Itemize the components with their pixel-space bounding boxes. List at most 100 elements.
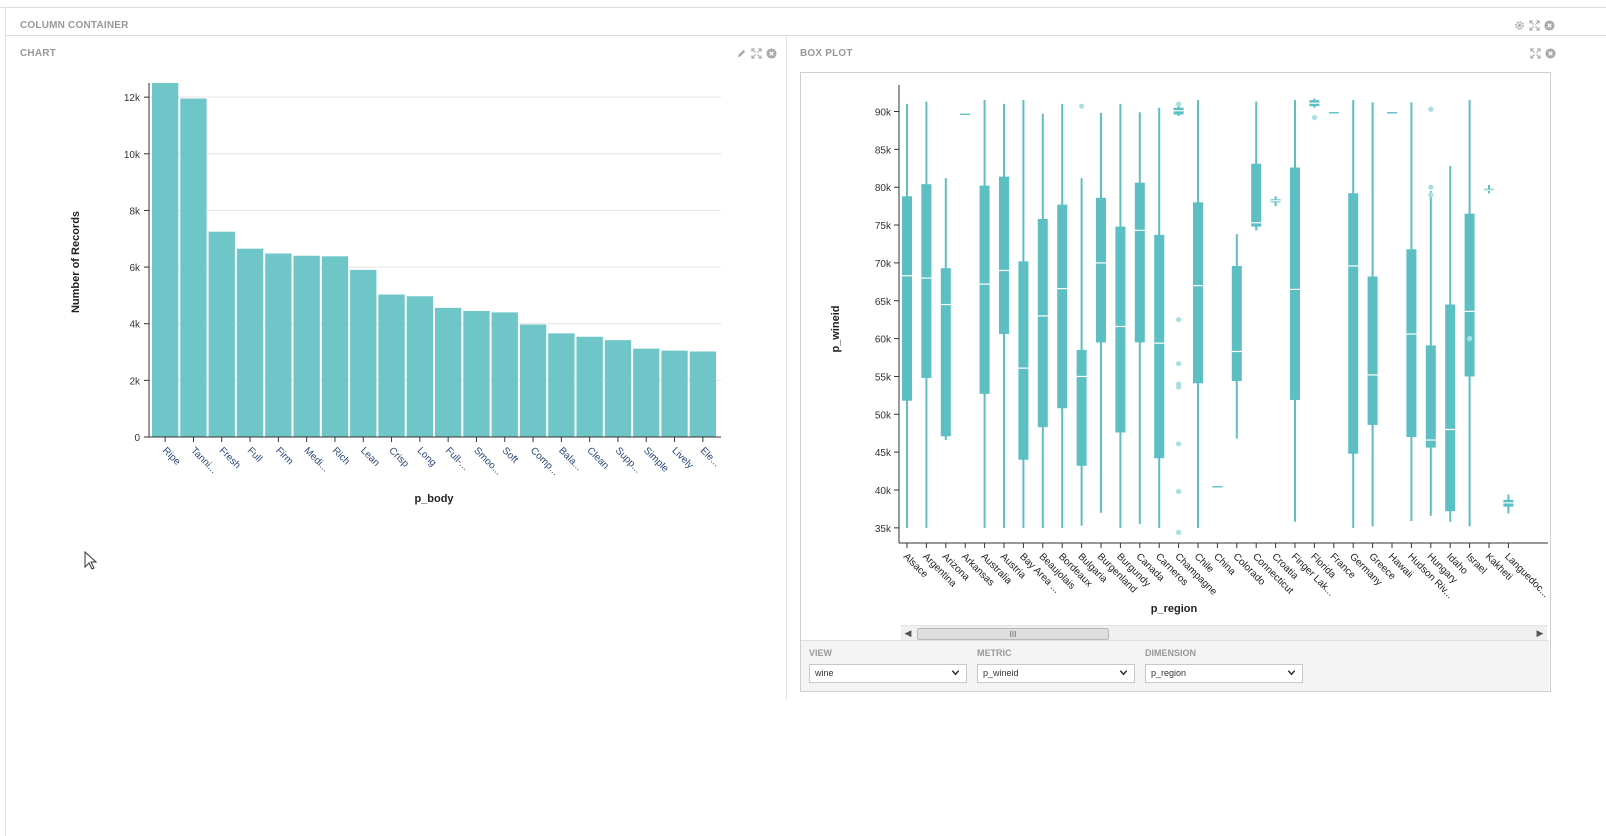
bar[interactable] [604, 340, 632, 437]
bar[interactable] [435, 307, 462, 437]
scroll-right-arrow-icon[interactable]: ▶ [1536, 627, 1544, 638]
box[interactable] [960, 113, 971, 116]
x-tick-label: Soft [500, 445, 521, 466]
bar[interactable] [321, 256, 349, 437]
box[interactable] [1212, 485, 1223, 488]
box[interactable] [1445, 304, 1456, 512]
bar[interactable] [378, 294, 405, 437]
x-tick-label: Lean [358, 445, 382, 469]
box[interactable] [1251, 163, 1262, 227]
outlier-point [1176, 488, 1182, 495]
y-tick-label: 70k [875, 259, 892, 270]
expand-icon[interactable] [1530, 48, 1541, 59]
scrollbar-thumb[interactable]: III [917, 628, 1109, 640]
box[interactable] [1231, 265, 1242, 381]
bar[interactable] [180, 98, 207, 438]
box[interactable] [921, 184, 932, 378]
x-tick-label: Comp... [528, 445, 561, 478]
y-tick-label: 65k [875, 297, 892, 308]
bar[interactable] [406, 296, 433, 437]
bar[interactable] [519, 324, 547, 437]
box[interactable] [1096, 197, 1106, 343]
top-border [0, 7, 1606, 8]
y-tick-label: 6k [129, 263, 141, 274]
box[interactable] [1425, 345, 1436, 448]
panel-divider [786, 36, 787, 700]
bar[interactable] [463, 310, 490, 437]
box[interactable] [1328, 111, 1339, 114]
x-tick-label: Full-... [443, 445, 470, 472]
x-tick-label: Long [415, 445, 439, 469]
y-tick-label: 8k [129, 206, 141, 217]
x-tick-label: Israel [1463, 551, 1488, 576]
x-tick-label: Ripe [160, 445, 183, 468]
y-tick-label: 12k [124, 93, 141, 104]
box[interactable] [1348, 193, 1359, 454]
x-tick-label: Fresh [217, 445, 243, 471]
dimension-select[interactable]: p_region [1145, 664, 1303, 683]
gear-icon[interactable] [1514, 20, 1525, 31]
box[interactable] [979, 185, 990, 394]
bar[interactable] [350, 269, 377, 437]
outlier-point [1176, 360, 1182, 367]
pencil-icon[interactable] [736, 48, 747, 59]
box[interactable] [902, 196, 912, 401]
box[interactable] [1037, 218, 1048, 428]
box[interactable] [940, 268, 951, 437]
bar[interactable] [661, 350, 688, 437]
box-plot-chart: 35k40k45k50k55k60k65k70k75k80k85k90kAlsa… [830, 85, 1548, 615]
y-tick-label: 2k [129, 376, 141, 387]
close-icon[interactable] [1544, 20, 1555, 31]
box[interactable] [1154, 234, 1165, 459]
expand-icon[interactable] [751, 48, 762, 59]
horizontal-scrollbar[interactable]: ◀ III ▶ [901, 625, 1547, 640]
box[interactable] [1464, 213, 1475, 377]
bar[interactable] [236, 248, 264, 437]
chart-panel-title: CHART [20, 48, 56, 59]
view-select[interactable]: wine [809, 664, 967, 683]
boxplot-settings-bar: VIEW wine METRIC p_wineid DIMENSION p_re… [801, 640, 1549, 691]
container-controls [1514, 20, 1555, 31]
box[interactable] [1290, 167, 1300, 400]
bar[interactable] [633, 348, 660, 437]
y-tick-label: 40k [875, 486, 892, 497]
x-tick-label: Lively [669, 445, 695, 471]
box[interactable] [1193, 202, 1203, 384]
box[interactable] [1367, 276, 1378, 425]
box[interactable] [1076, 349, 1087, 466]
bar[interactable] [208, 231, 235, 437]
box[interactable] [1057, 204, 1068, 409]
metric-select[interactable]: p_wineid [977, 664, 1135, 683]
bar[interactable] [491, 312, 518, 437]
bar[interactable] [293, 255, 320, 437]
dimension-select-value: p_region [1151, 668, 1187, 678]
metric-label: METRIC [977, 648, 1012, 658]
box[interactable] [1115, 226, 1126, 433]
bar[interactable] [548, 333, 575, 437]
box[interactable] [1387, 111, 1397, 114]
y-tick-label: 0 [134, 433, 140, 444]
left-border [5, 7, 6, 836]
outlier-point [1467, 336, 1473, 342]
close-icon[interactable] [1545, 48, 1556, 59]
outlier-point [1428, 184, 1434, 190]
bar[interactable] [265, 253, 292, 437]
x-tick-label: Supp... [613, 445, 643, 475]
box-plot-y-axis-label: p_wineid [830, 305, 842, 352]
x-tick-label: Crisp [386, 445, 411, 470]
expand-icon[interactable] [1529, 20, 1540, 31]
bar[interactable] [152, 83, 179, 437]
x-tick-label: Clean [585, 445, 611, 471]
scroll-left-arrow-icon[interactable]: ◀ [904, 627, 912, 638]
bar[interactable] [689, 351, 716, 437]
y-tick-label: 85k [875, 145, 892, 156]
box[interactable] [999, 176, 1009, 335]
box[interactable] [1406, 249, 1417, 438]
outlier-point [1079, 103, 1085, 109]
close-icon[interactable] [766, 48, 777, 59]
y-tick-label: 75k [875, 221, 892, 232]
box[interactable] [1134, 182, 1145, 343]
scrollbar-grip: III [1009, 629, 1017, 639]
bar[interactable] [576, 336, 603, 437]
box[interactable] [1018, 261, 1029, 460]
